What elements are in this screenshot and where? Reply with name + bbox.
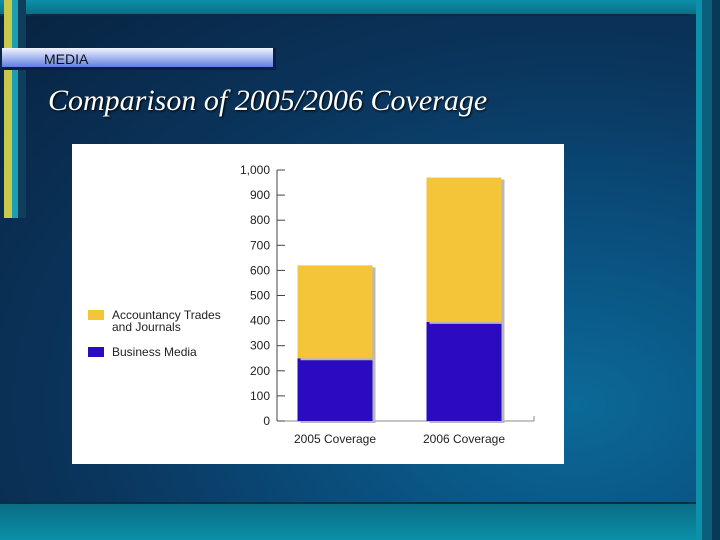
y-tick-label: 1,000 — [240, 163, 270, 177]
bar-accountancy — [297, 265, 373, 359]
y-tick-label: 0 — [263, 414, 270, 428]
chart-container: 0 100 200 300 400 500 600 700 800 900 1,000 2005 Co… — [72, 144, 564, 464]
section-tab: MEDIA — [2, 48, 276, 70]
left-accent-bar — [18, 0, 26, 218]
section-label: MEDIA — [44, 51, 89, 67]
y-tick-label: 500 — [250, 289, 270, 303]
legend-label: and Journals — [112, 320, 181, 334]
y-tick-label: 600 — [250, 263, 270, 277]
y-tick-label: 800 — [250, 213, 270, 227]
top-strip-line — [0, 14, 720, 16]
right-accent-bar — [702, 0, 712, 540]
bar-business-media — [426, 321, 502, 421]
y-tick-label: 700 — [250, 238, 270, 252]
left-accent-bar — [4, 0, 12, 218]
y-tick-label: 900 — [250, 188, 270, 202]
bottom-strip — [0, 504, 720, 540]
x-tick-label: 2005 Coverage — [294, 432, 376, 446]
legend-label: Business Media — [112, 345, 197, 359]
bar-business-media — [297, 358, 373, 421]
bottom-strip-line — [0, 502, 720, 504]
bar-accountancy — [426, 177, 502, 322]
legend-swatch — [88, 310, 104, 320]
y-tick-label: 100 — [250, 389, 270, 403]
left-accent-bar — [12, 0, 18, 218]
stacked-bar-chart: 0 100 200 300 400 500 600 700 800 900 1,000 2005 Co… — [88, 163, 535, 446]
right-accent-bar — [712, 0, 720, 540]
legend-swatch — [88, 347, 104, 357]
y-tick-label: 200 — [250, 364, 270, 378]
top-strip — [0, 0, 720, 14]
y-tick-label: 400 — [250, 314, 270, 328]
slide-title: Comparison of 2005/2006 Coverage — [48, 84, 488, 117]
legend-label: Accountancy Trades — [112, 308, 221, 322]
x-tick-label: 2006 Coverage — [423, 432, 505, 446]
y-tick-label: 300 — [250, 339, 270, 353]
right-accent-bar — [696, 0, 702, 540]
